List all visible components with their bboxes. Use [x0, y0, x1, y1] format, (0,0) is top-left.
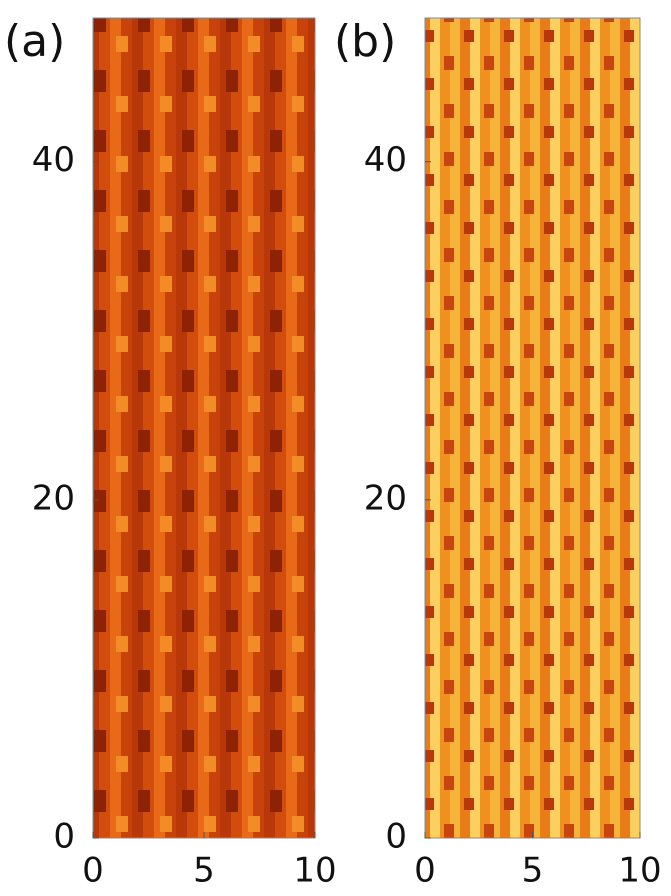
y-tick-label: 20	[364, 478, 407, 518]
y-tick-label: 40	[32, 140, 75, 180]
x-tick-label: 5	[522, 851, 544, 891]
panel-label: (a)	[4, 16, 65, 67]
x-tick-label: 5	[193, 851, 215, 891]
y-tick-label: 0	[385, 817, 407, 857]
panel-label: (b)	[334, 16, 396, 67]
heatmap-area	[92, 17, 316, 839]
y-tick-label: 0	[53, 817, 75, 857]
x-tick-label: 10	[618, 851, 661, 891]
heatmap-area	[424, 17, 641, 839]
y-tick-label: 20	[32, 478, 75, 518]
x-tick-label: 0	[414, 851, 436, 891]
x-tick-label: 10	[293, 851, 336, 891]
x-tick-label: 0	[82, 851, 104, 891]
y-tick-label: 40	[364, 140, 407, 180]
panels: (a) 0 5 10 0 20 40 (b) 0 5 10 0 20 40	[4, 16, 662, 891]
